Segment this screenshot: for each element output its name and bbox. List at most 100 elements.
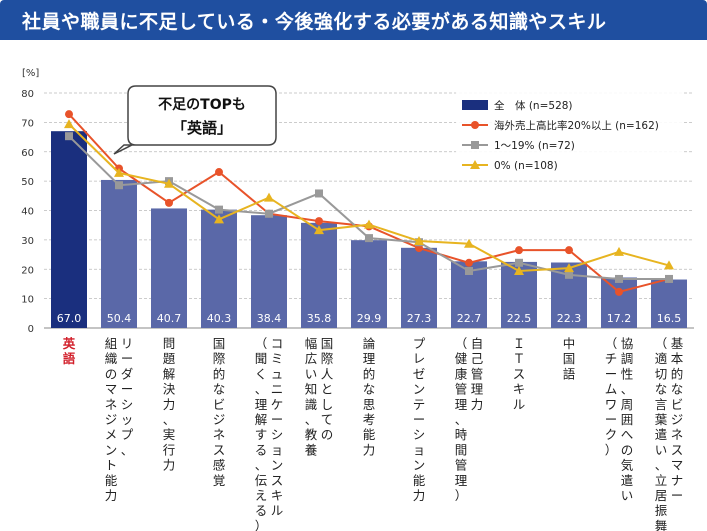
y-tick-label: 20 [21,265,34,276]
category-label-column: 論理的な思考能力 [363,336,376,457]
data-point [64,119,74,129]
legend-label: 海外売上高比率20%以上 (n=162) [494,119,659,132]
category-label-column: プレゼンテーション能力 [413,336,426,503]
bar-value-label: 27.3 [407,312,432,325]
bar-value-label: 22.5 [507,312,532,325]
data-point [65,132,73,141]
data-point [514,266,524,276]
bar [201,209,237,328]
data-point [615,287,623,296]
legend-marker [470,160,480,169]
callout-line-1: 不足のTOPも [158,97,246,113]
category-label-column: 国際的なビジネス感覚 [213,336,226,488]
legend-label: 0% (n=108) [494,160,558,172]
y-tick-label: 40 [21,207,34,218]
data-point [464,238,474,248]
data-point [565,270,573,279]
bar [651,279,687,328]
legend-box [456,92,682,178]
category-label: コミュニケーションスキル（聞く、理解する、伝える） [255,336,284,531]
data-point [65,110,73,119]
data-point [115,181,123,190]
legend-label: 全 体 (n=528) [494,99,573,112]
category-label-column: ＩＴスキル [513,336,526,412]
category-label-column: リーダーシップ、 [121,336,134,457]
category-label-column: 問題解決力、実行力 [163,336,176,473]
data-point [265,209,273,218]
data-point [665,274,673,283]
category-label-column: （チームワーク） [605,336,618,457]
bar-value-label: 22.7 [457,312,482,325]
y-tick-label: 80 [21,89,34,100]
category-label: 中国語 [563,336,576,381]
category-label-column: 組織のマネジメント能力 [105,336,118,503]
bar [601,277,637,328]
data-point [215,168,223,177]
category-label-column: （適切な言葉遣い、立居振舞） [655,336,668,531]
bar [401,247,437,328]
data-point [465,267,473,276]
category-label-column: 自己管理力 [471,336,484,412]
category-label: 自己管理力（健康管理、時間管理） [455,336,484,503]
y-tick-label: 0 [28,324,34,335]
category-label-column: 国際人としての [321,336,334,442]
data-point [664,260,674,270]
data-point [315,217,323,226]
bar [151,208,187,328]
y-unit-label: [%] [22,68,39,79]
data-point [315,189,323,198]
y-tick-label: 30 [21,236,34,247]
y-tick-label: 60 [21,148,34,159]
data-point [114,167,124,177]
data-point [414,236,424,246]
data-point [365,234,373,243]
category-label-column: （健康管理、時間管理） [455,336,468,503]
category-label: 協調性、周囲への気遣い（チームワーク） [605,336,634,503]
y-tick-label: 10 [21,295,34,306]
category-label-column: 幅広い知識、教養 [305,336,318,457]
data-point [364,219,374,229]
bar [351,240,387,328]
bar-value-label: 35.8 [307,312,332,325]
category-label-column: 基本的なビジネスマナー [671,336,684,503]
category-label: 国際的なビジネス感覚 [213,336,226,488]
data-point [165,198,173,207]
data-point [164,178,174,188]
legend-label: 1～19% (n=72) [494,140,575,152]
bar [251,215,287,328]
category-label: ＩＴスキル [513,336,526,412]
y-tick-label: 50 [21,177,34,188]
category-label: プレゼンテーション能力 [413,336,426,503]
legend-marker [471,141,479,149]
category-label: 問題解決力、実行力 [163,336,176,473]
data-point [314,225,324,235]
bar [51,131,87,328]
data-point [615,274,623,283]
data-point [515,258,523,267]
bar-value-label: 40.7 [157,312,182,325]
category-label-column: コミュニケーションスキル [271,336,284,518]
bar-value-label: 29.9 [357,312,382,325]
category-label: 英語 [63,336,76,366]
data-point [515,246,523,255]
callout-bubble [113,85,277,155]
category-label: 基本的なビジネスマナー（適切な言葉遣い、立居振舞） [655,336,684,531]
data-point [564,263,574,273]
bar-value-label: 22.3 [557,312,582,325]
category-label-column: （聞く、理解する、伝える） [255,336,268,531]
callout-line-2: 「英語」 [172,119,232,137]
category-label-column: 中国語 [563,336,576,381]
title-bar: 社員や職員に不足している・今後強化する必要がある知識やスキル [0,0,707,40]
category-label: 論理的な思考能力 [363,336,376,457]
data-point [565,246,573,255]
y-tick-label: 70 [21,118,34,129]
bar-value-label: 67.0 [57,312,82,325]
legend-swatch [462,100,488,110]
legend-marker [471,121,479,129]
chart-title: 社員や職員に不足している・今後強化する必要がある知識やスキル [22,11,607,33]
bar-value-label: 17.2 [607,312,632,325]
data-point [614,246,624,256]
data-point [214,214,224,224]
